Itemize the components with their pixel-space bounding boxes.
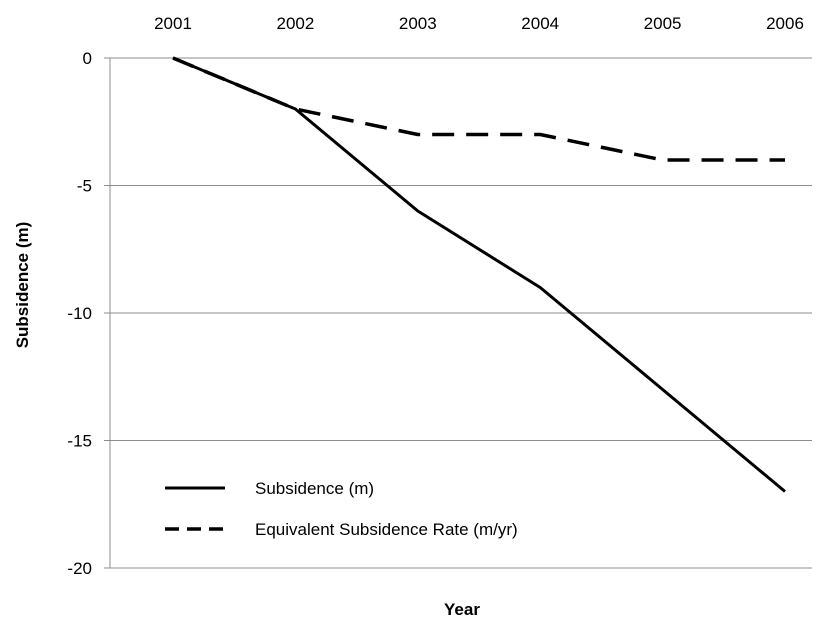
- y-tick-label: -5: [77, 177, 92, 196]
- y-tick-label: 0: [83, 49, 92, 68]
- gridlines: [110, 57, 812, 569]
- y-tick-label: -10: [67, 304, 92, 323]
- x-tick-label: 2001: [154, 14, 192, 33]
- x-tick-label: 2002: [276, 14, 314, 33]
- legend-label-rate: Equivalent Subsidence Rate (m/yr): [255, 520, 518, 539]
- series-lines: [172, 56, 786, 493]
- axes: [104, 57, 111, 569]
- legend: Subsidence (m) Equivalent Subsidence Rat…: [165, 479, 518, 539]
- series-line-0: [172, 56, 786, 493]
- y-axis-title: Subsidence (m): [13, 222, 32, 349]
- y-tick-label: -15: [67, 432, 92, 451]
- x-tick-label: 2004: [521, 14, 559, 33]
- x-tick-label: 2006: [766, 14, 804, 33]
- series-line-1: [172, 56, 785, 162]
- x-tick-label: 2003: [399, 14, 437, 33]
- legend-label-subsidence: Subsidence (m): [255, 479, 374, 498]
- x-tick-label: 2005: [644, 14, 682, 33]
- tick-labels: 0 -5 -10 -15 -20 2001 2002 2003 2004 2005 2006: [67, 14, 803, 578]
- y-tick-label: -20: [67, 559, 92, 578]
- x-axis-title: Year: [444, 600, 480, 619]
